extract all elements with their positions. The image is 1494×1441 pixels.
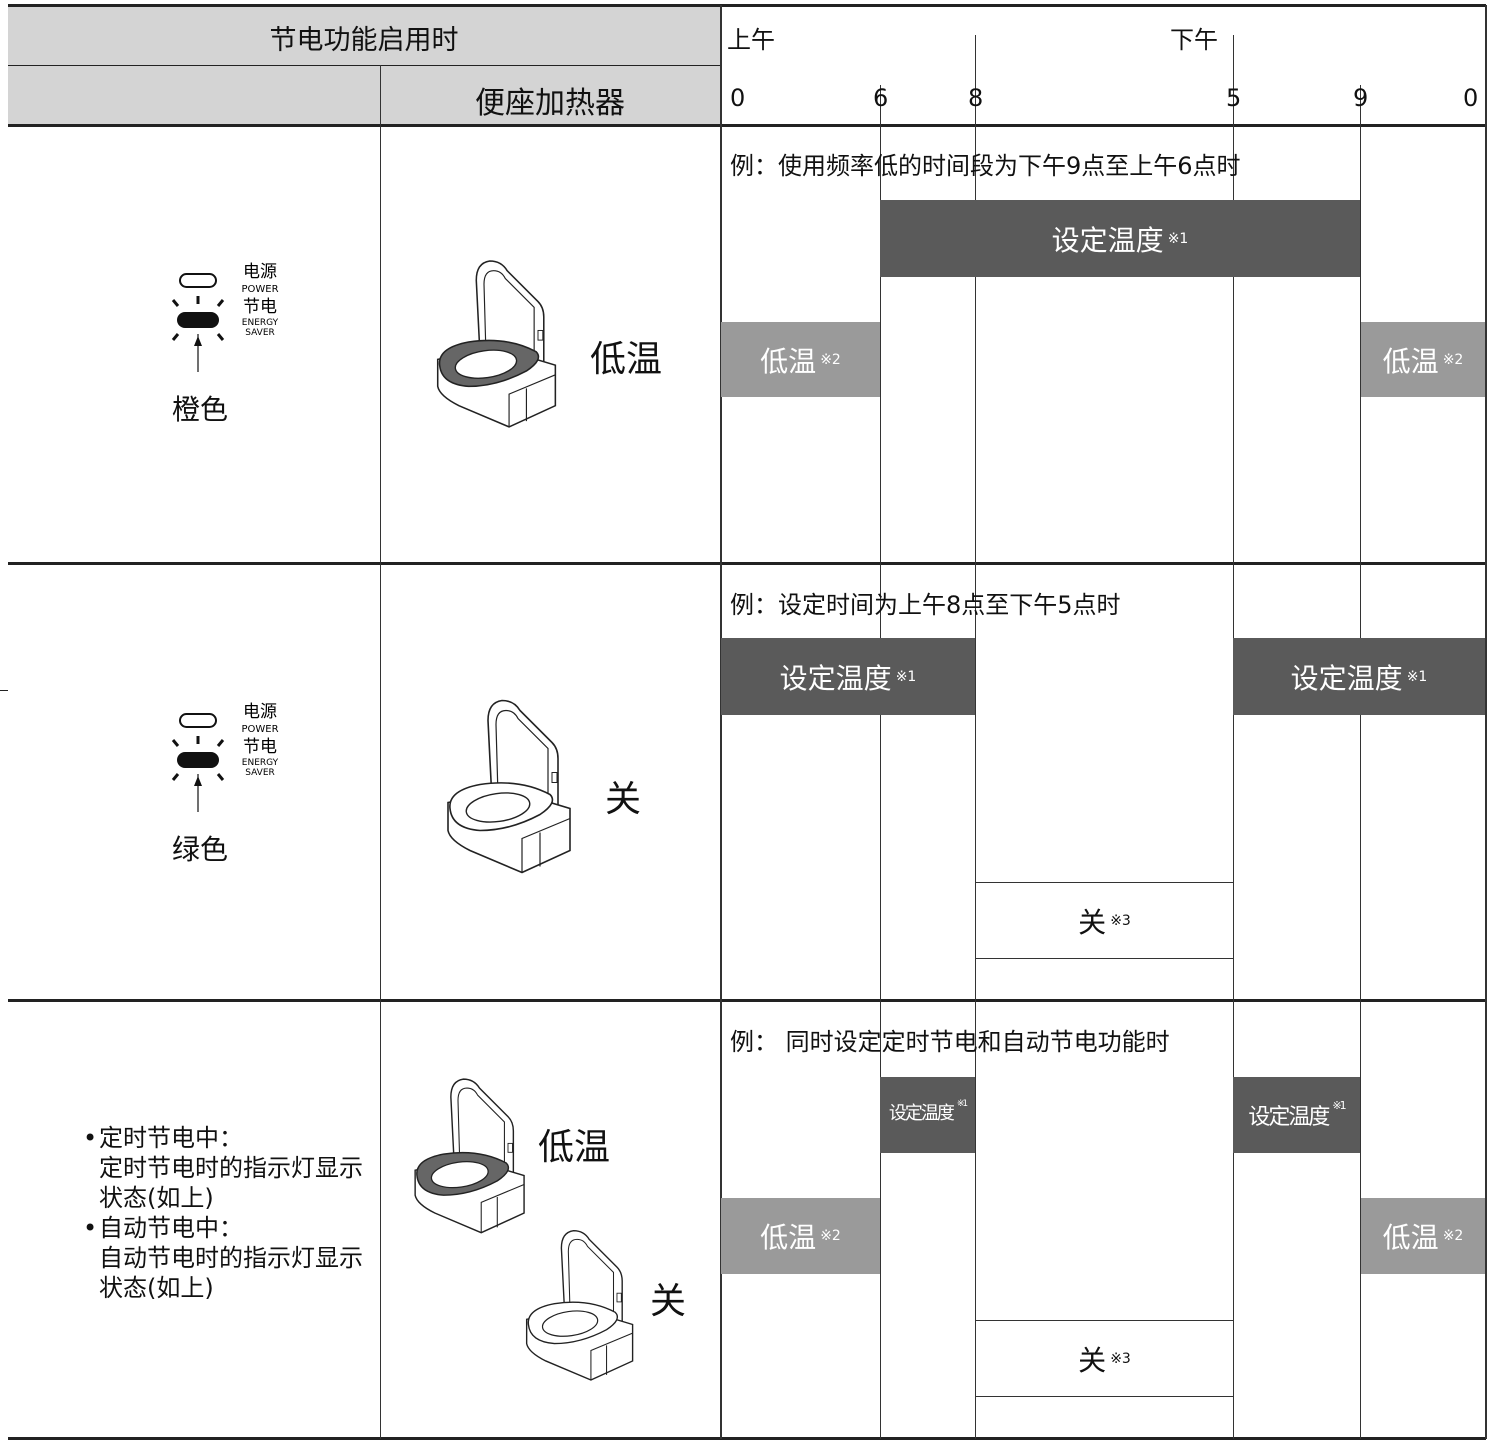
bar-note: ※2 bbox=[1442, 1228, 1464, 1244]
lamp-item-text: 定时节电时的指示灯显示状态(如上) bbox=[99, 1154, 363, 1212]
example-text: 例： 同时设定定时节电和自动节电功能时 bbox=[730, 1028, 1170, 1056]
bar-note: ※3 bbox=[1110, 1350, 1131, 1367]
toilet-image bbox=[408, 1066, 533, 1244]
heater-label: 关 bbox=[650, 1281, 687, 1322]
header-bg bbox=[8, 5, 720, 65]
bar-note: ※2 bbox=[820, 1228, 841, 1244]
bar-note: ※2 bbox=[820, 351, 841, 368]
lamp-item-text: 自动节电时的指示灯显示状态(如上) bbox=[99, 1244, 363, 1302]
indicator-icon: 电源 POWER 节电 ENERGY SAVER bbox=[171, 262, 279, 372]
lamp-list: 定时节电中：定时节电时的指示灯显示状态(如上) 自动节电中：自动节电时的指示灯显… bbox=[83, 1123, 375, 1303]
time-line bbox=[1360, 85, 1361, 1439]
toilet-image bbox=[518, 1222, 643, 1387]
rule bbox=[720, 5, 722, 1439]
bar-label: 设定温度 bbox=[779, 661, 892, 695]
rule bbox=[380, 65, 381, 1439]
rule bbox=[8, 65, 720, 66]
time-bar: 低温 ※2 bbox=[1361, 322, 1485, 397]
time-bar: 设定温度 ※1 bbox=[880, 200, 1360, 277]
time-line bbox=[975, 35, 976, 1439]
time-bar: 低温 ※2 bbox=[1361, 1198, 1485, 1274]
bar-note: ※3 bbox=[1110, 912, 1131, 929]
heater-label: 关 bbox=[605, 779, 642, 820]
rule bbox=[8, 562, 1486, 565]
time-bar: 设定温度 ※1 bbox=[1233, 638, 1485, 715]
bar-label: 关 bbox=[1078, 1343, 1107, 1377]
hour: 0 bbox=[730, 84, 746, 112]
indicator-text: 节电 bbox=[243, 297, 277, 317]
header-title: 节电功能启用时 bbox=[269, 25, 459, 56]
am-label: 上午 bbox=[727, 26, 775, 54]
time-line bbox=[880, 85, 881, 1439]
pm-label: 下午 bbox=[1170, 26, 1218, 54]
header-bg bbox=[8, 65, 720, 125]
bar-note: ※1 bbox=[956, 1099, 968, 1109]
time-line bbox=[1233, 35, 1234, 1439]
indicator-text: ENERGY bbox=[242, 318, 279, 328]
heater-header: 便座加热器 bbox=[475, 86, 625, 121]
bar-label: 低温 bbox=[760, 1221, 817, 1254]
bar-note: ※1 bbox=[1406, 668, 1428, 685]
example-text: 例：使用频率低的时间段为下午9点至上午6点时 bbox=[730, 152, 1241, 180]
toilet-image bbox=[440, 688, 580, 883]
bar-label: 设定温度 bbox=[1248, 1105, 1330, 1130]
example-text: 例：设定时间为上午8点至下午5点时 bbox=[730, 591, 1121, 619]
hour: 5 bbox=[1226, 84, 1242, 112]
time-bar: 低温 ※2 bbox=[721, 322, 880, 397]
hour: 8 bbox=[968, 84, 984, 112]
lamp-item-title: 自动节电中： bbox=[99, 1214, 243, 1242]
rule bbox=[8, 4, 1486, 7]
bar-note: ※1 bbox=[1167, 230, 1189, 247]
hour: 6 bbox=[873, 84, 889, 112]
time-bar: 低温 ※2 bbox=[721, 1198, 880, 1274]
indicator-text: POWER bbox=[241, 724, 278, 735]
lamp-item-title: 定时节电中： bbox=[99, 1124, 243, 1152]
indicator-icon: 电源 POWER 节电 ENERGY SAVER bbox=[171, 702, 279, 812]
time-bar: 设定温度 ※1 bbox=[721, 638, 975, 715]
heater-label: 低温 bbox=[538, 1127, 611, 1168]
time-bar: 关 ※3 bbox=[976, 882, 1233, 959]
bar-label: 设定温度 bbox=[1051, 223, 1164, 257]
lamp-label: 绿色 bbox=[172, 833, 229, 866]
hour: 0 bbox=[1463, 84, 1479, 112]
hour: 9 bbox=[1353, 84, 1369, 112]
bar-label: 设定温度 bbox=[1290, 661, 1403, 695]
indicator-text: POWER bbox=[241, 284, 278, 295]
indicator-text: ENERGY bbox=[242, 758, 279, 768]
bar-label: 低温 bbox=[1382, 1221, 1439, 1254]
rule bbox=[8, 999, 1486, 1002]
bar-note: ※2 bbox=[1442, 351, 1464, 368]
toilet-image bbox=[430, 248, 565, 438]
bar-label: 设定温度 bbox=[888, 1103, 955, 1124]
rule bbox=[0, 690, 8, 691]
rule bbox=[8, 124, 1486, 127]
bar-note: ※1 bbox=[1332, 1099, 1346, 1112]
indicator-text: 电源 bbox=[243, 702, 277, 722]
bar-label: 低温 bbox=[1382, 344, 1439, 378]
time-bar: 设定温度 ※1 bbox=[880, 1077, 975, 1153]
heater-label: 低温 bbox=[590, 339, 663, 380]
indicator-text: SAVER bbox=[245, 768, 275, 778]
indicator-text: SAVER bbox=[245, 328, 275, 338]
lamp-label: 橙色 bbox=[172, 393, 229, 426]
rule bbox=[8, 1437, 1486, 1440]
rule bbox=[1485, 5, 1487, 1439]
bar-label: 低温 bbox=[760, 344, 817, 378]
indicator-text: 电源 bbox=[243, 262, 277, 282]
indicator-text: 节电 bbox=[243, 737, 277, 757]
time-bar: 关 ※3 bbox=[976, 1320, 1233, 1397]
bar-note: ※1 bbox=[895, 668, 917, 685]
lamp-item: 定时节电中：定时节电时的指示灯显示状态(如上) bbox=[83, 1123, 375, 1213]
bar-label: 关 bbox=[1078, 905, 1107, 939]
time-bar: 设定温度 ※1 bbox=[1233, 1077, 1360, 1153]
lamp-item: 自动节电中：自动节电时的指示灯显示状态(如上) bbox=[83, 1213, 375, 1303]
